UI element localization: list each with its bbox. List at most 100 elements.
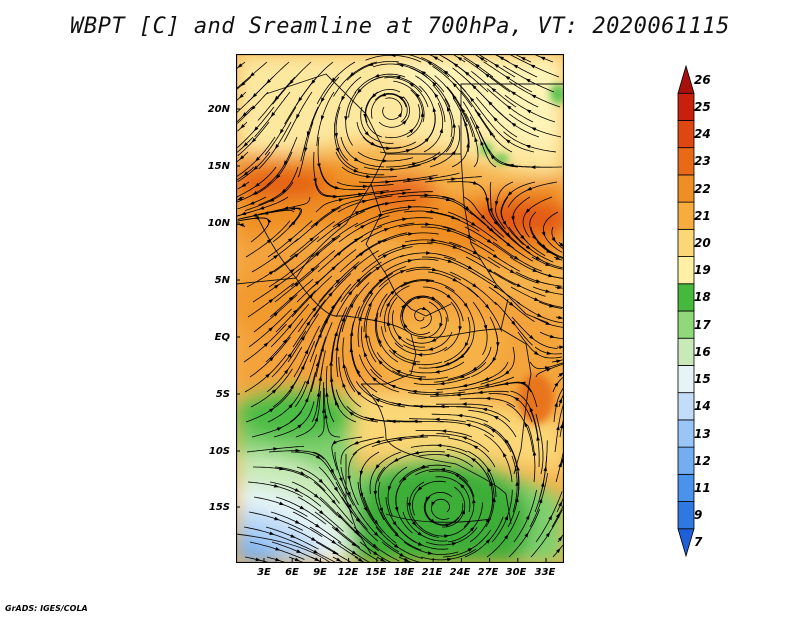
streamline-arrow: [431, 238, 437, 242]
streamline-arrow: [506, 242, 512, 247]
streamline-arrow: [306, 131, 311, 137]
streamline-arrow: [373, 490, 377, 496]
streamline-arrow: [504, 534, 509, 540]
streamline-arrow: [464, 206, 470, 211]
streamline-arrow: [493, 284, 499, 289]
streamline-arrow: [534, 350, 540, 356]
lat-label-eq: EQ: [214, 332, 230, 343]
streamline-arrow: [505, 139, 511, 144]
streamline-arrow: [413, 451, 419, 455]
lon-label-9e: 9E: [313, 567, 327, 578]
streamline-arrow: [271, 388, 277, 394]
colorbar-segments: [677, 64, 695, 558]
streamline-arrow: [516, 283, 522, 287]
streamline-arrow: [251, 137, 257, 143]
streamline-arrow: [331, 77, 336, 83]
streamline-arrow: [275, 557, 281, 562]
streamline-arrow: [335, 345, 339, 351]
streamline-arrow: [390, 384, 396, 389]
streamline-arrow: [492, 254, 499, 259]
streamline-arrow: [545, 321, 551, 325]
streamline-arrow: [341, 316, 345, 322]
streamline-arrow: [311, 537, 317, 542]
streamline-arrow: [274, 284, 280, 289]
streamline-arrow: [314, 221, 320, 227]
streamline-arrow: [515, 480, 519, 486]
streamline-arrow: [554, 401, 558, 407]
streamline-arrow: [465, 423, 471, 428]
streamline-arrow: [373, 316, 378, 322]
lon-label-12e: 12E: [337, 567, 359, 578]
streamline-arrow: [237, 196, 243, 201]
streamline-arrow: [478, 56, 485, 61]
colorbar-label-25: 25: [694, 99, 711, 114]
streamline-arrow: [451, 542, 457, 546]
streamline-arrow: [380, 92, 387, 97]
streamline-arrow: [458, 326, 462, 332]
streamline-arrow: [355, 517, 361, 523]
colorbar-label-15: 15: [694, 372, 711, 387]
streamline-arrow: [259, 206, 265, 210]
streamline-arrow: [290, 206, 296, 211]
colorbar-label-17: 17: [694, 317, 711, 332]
colorbar-label-9: 9: [694, 508, 703, 523]
streamline-arrow: [543, 466, 548, 472]
streamline-arrow: [434, 417, 440, 422]
streamline-arrow: [362, 184, 368, 189]
colorbar-label-16: 16: [694, 344, 711, 359]
streamline-arrow: [325, 391, 329, 397]
lon-label-6e: 6E: [285, 567, 299, 578]
streamline-arrow: [320, 97, 325, 103]
streamline-arrow: [558, 397, 562, 404]
streamline-arrow: [334, 527, 340, 532]
colorbar-label-7: 7: [694, 535, 703, 550]
streamline-arrow: [453, 63, 459, 68]
streamline-arrow: [455, 392, 461, 397]
streamline-arrow: [273, 311, 279, 317]
streamline-arrow: [444, 534, 450, 538]
streamline-arrow: [373, 551, 379, 556]
streamline-arrow: [390, 290, 396, 295]
streamline-arrow: [504, 75, 511, 80]
colorbar-segment: [677, 528, 695, 558]
streamline-arrow: [511, 122, 517, 127]
streamline-arrow: [412, 162, 418, 166]
streamline-arrow: [357, 88, 362, 94]
streamline-arrow: [313, 493, 319, 499]
streamline-arrow: [556, 425, 560, 431]
colorbar-segment: [677, 92, 695, 121]
wbpt-spot-highland-4: [550, 84, 564, 104]
streamline-arrow: [439, 322, 443, 329]
streamline-arrow: [457, 413, 463, 418]
lon-label-30e: 30E: [505, 567, 527, 578]
streamline-arrow: [559, 423, 564, 429]
streamline-arrow: [402, 217, 408, 222]
streamline-arrow: [386, 301, 391, 307]
streamline-arrow: [335, 400, 339, 406]
streamline-arrow: [255, 557, 261, 562]
colorbar-segment: [677, 256, 695, 285]
streamline-arrow: [332, 550, 338, 555]
streamline-arrow: [408, 205, 414, 209]
streamline-arrow: [529, 406, 534, 412]
colorbar-label-24: 24: [694, 127, 711, 142]
streamline-arrow: [294, 253, 300, 258]
streamline-arrow: [483, 383, 490, 387]
streamline-arrow: [485, 517, 490, 523]
streamline-arrow: [397, 334, 402, 340]
streamline-arrow: [398, 63, 404, 68]
streamline-arrow: [444, 454, 450, 458]
streamline-arrow: [394, 506, 399, 513]
streamline-arrow: [447, 259, 453, 263]
streamline-arrow: [339, 477, 343, 483]
wbpt-spot-highland-3: [493, 154, 509, 164]
streamline-arrow: [506, 105, 512, 110]
streamline-arrow: [446, 106, 451, 112]
streamline-arrow: [317, 163, 321, 169]
streamline-arrow: [420, 111, 425, 117]
lon-label-33e: 33E: [534, 567, 556, 578]
streamline-arrow: [484, 304, 490, 310]
streamline-arrow: [555, 256, 561, 260]
streamline-arrow: [485, 396, 491, 401]
streamline-arrow: [384, 228, 390, 232]
